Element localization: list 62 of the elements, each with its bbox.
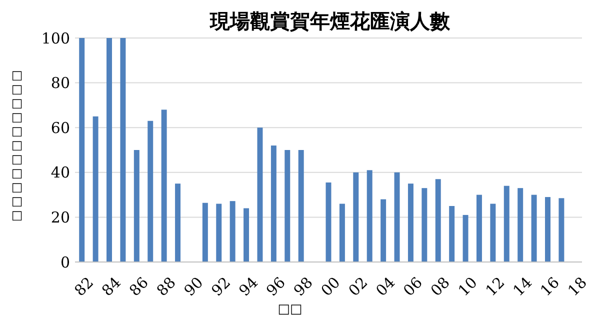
- bar: [394, 172, 400, 262]
- x-tick-label: 14: [509, 274, 536, 300]
- bar: [476, 194, 482, 262]
- bar: [462, 214, 468, 262]
- bar: [545, 197, 550, 262]
- x-tick-label: 94: [235, 274, 262, 300]
- bar: [148, 120, 154, 262]
- bar: [380, 199, 386, 262]
- bar: [339, 204, 345, 262]
- x-tick-label: 18: [564, 274, 590, 300]
- bar: [408, 184, 414, 262]
- bar: [134, 150, 140, 262]
- bar: [244, 208, 250, 262]
- y-tick-label: 0: [60, 253, 70, 272]
- bar: [175, 184, 181, 262]
- bar: [422, 188, 428, 262]
- bar: [106, 38, 112, 262]
- bar: [558, 198, 564, 262]
- x-tick-label: 86: [126, 274, 152, 300]
- x-tick-label: 02: [344, 274, 372, 300]
- bar: [216, 204, 222, 262]
- y-tick-label: 80: [50, 74, 70, 92]
- bar: [230, 201, 236, 262]
- bar: [161, 110, 167, 262]
- bar: [435, 179, 441, 262]
- x-tick-label: 16: [536, 274, 563, 300]
- x-tick-label: 08: [427, 274, 454, 300]
- bar: [353, 172, 359, 262]
- bar: [490, 204, 496, 262]
- x-tick-label: 00: [318, 274, 344, 300]
- x-tick-label: 12: [482, 274, 508, 300]
- x-axis-title: □□: [278, 302, 302, 317]
- bar: [284, 150, 290, 262]
- bar: [257, 128, 263, 262]
- y-axis-title: □□□□□□□□□□□: [10, 68, 24, 222]
- x-tick-label: 90: [180, 274, 207, 300]
- x-tick-label: 10: [454, 274, 481, 300]
- bar: [298, 150, 304, 262]
- x-tick-label: 96: [262, 274, 289, 300]
- x-tick-label: 06: [400, 274, 426, 300]
- x-tick-label: 88: [153, 274, 180, 300]
- bar: [202, 202, 208, 262]
- x-tick-label: 04: [372, 274, 399, 300]
- bar: [92, 116, 98, 262]
- bar: [366, 170, 372, 262]
- y-tick-label: 40: [50, 164, 70, 182]
- x-tick-label: 84: [98, 274, 125, 300]
- bar: [120, 38, 126, 262]
- bar: [79, 38, 85, 262]
- bar: [504, 186, 510, 262]
- x-tick-label: 82: [70, 274, 98, 300]
- bar: [531, 194, 537, 262]
- y-tick-label: 100: [41, 29, 70, 48]
- y-tick-label: 20: [50, 208, 70, 226]
- y-tick-label: 60: [50, 118, 70, 137]
- bar: [449, 206, 455, 262]
- bar: [326, 182, 332, 262]
- chart-title: 現場觀賞賀年煙花匯演人數: [209, 9, 451, 33]
- x-tick-label: 98: [290, 274, 316, 300]
- bar: [518, 188, 524, 262]
- bar: [270, 146, 276, 262]
- x-tick-label: 92: [208, 274, 234, 300]
